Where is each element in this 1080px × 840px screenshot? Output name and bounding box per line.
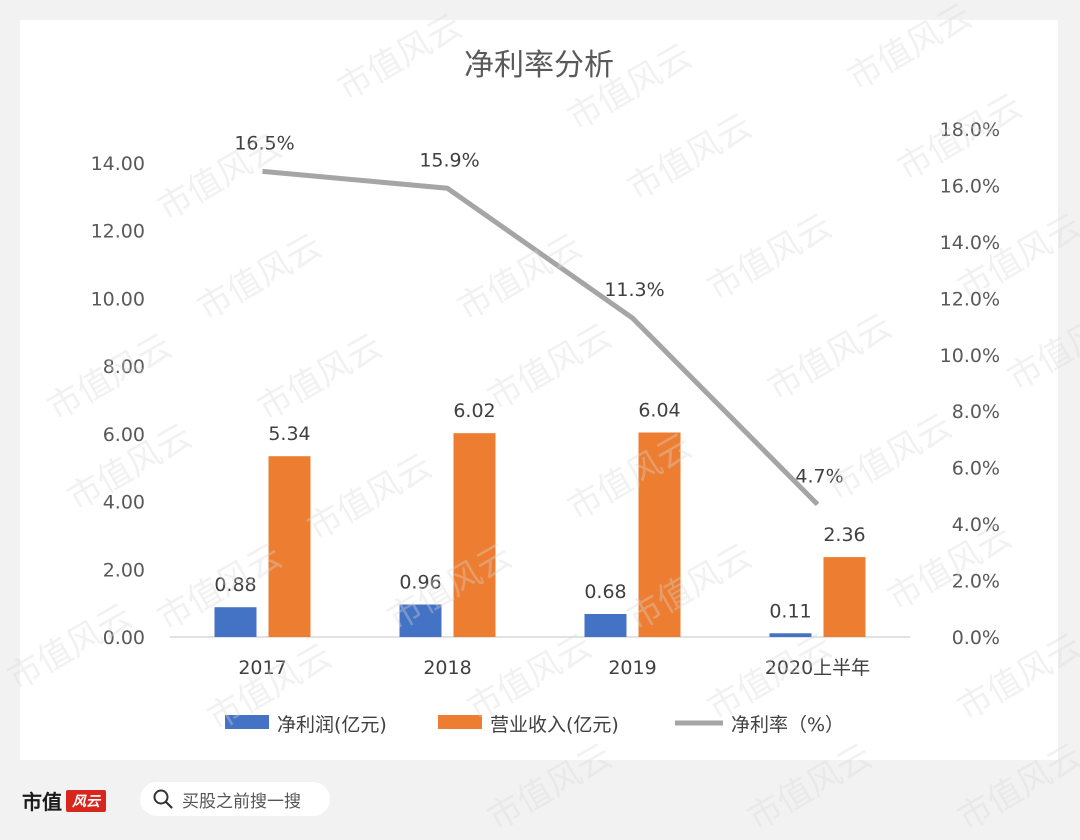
legend-swatch <box>225 715 269 729</box>
y-right-tick-label: 18.0% <box>940 119 1000 141</box>
y-left-tick-label: 2.00 <box>103 559 145 581</box>
line-data-label: 4.7% <box>795 465 843 487</box>
bar-net-profit <box>769 633 812 637</box>
legend-label: 净利润(亿元) <box>277 714 387 736</box>
legend-label: 营业收入(亿元) <box>490 714 619 736</box>
brand-mark: 风云 <box>66 789 106 812</box>
bar-net-profit <box>214 607 257 637</box>
line-data-label: 16.5% <box>234 132 294 154</box>
legend-swatch <box>438 715 482 729</box>
y-left-tick-label: 14.00 <box>91 153 145 175</box>
y-left-tick-label: 10.00 <box>91 288 145 310</box>
bar-revenue <box>453 433 496 637</box>
chart-title: 净利率分析 <box>464 48 614 83</box>
bar-revenue <box>638 432 681 637</box>
y-right-tick-label: 4.0% <box>952 514 1000 536</box>
bar-data-label: 2.36 <box>823 524 865 546</box>
bar-data-label: 0.88 <box>214 574 256 596</box>
bar-revenue <box>268 456 311 637</box>
bar-revenue <box>823 557 866 637</box>
chart-svg: 净利率分析 0.00 2.00 4.00 6.00 8.00 10.00 12.00 14.00… <box>91 48 1000 736</box>
search-bar[interactable]: 买股之前搜一搜 <box>140 782 330 816</box>
x-tick-label: 2018 <box>423 657 471 679</box>
brand-name: 市值 <box>22 790 62 814</box>
x-tick-label: 2017 <box>238 657 286 679</box>
bar-data-label: 6.04 <box>638 400 680 422</box>
y-right-tick-label: 0.0% <box>952 627 1000 649</box>
y-right-tick-label: 8.0% <box>952 401 1000 423</box>
y-right-tick-label: 16.0% <box>940 175 1000 197</box>
y-left-tick-label: 4.00 <box>103 492 145 514</box>
footer: 市值 风云 买股之前搜一搜 <box>0 760 1080 834</box>
y-left-tick-label: 6.00 <box>103 424 145 446</box>
y-right-tick-label: 12.0% <box>940 288 1000 310</box>
chart-card: 净利率分析 0.00 2.00 4.00 6.00 8.00 10.00 12.00 14.00… <box>20 20 1058 760</box>
y-left-tick-label: 8.00 <box>103 356 145 378</box>
brand-logo[interactable]: 市值 风云 <box>22 786 106 815</box>
line-data-label: 11.3% <box>604 279 664 301</box>
bar-data-label: 0.11 <box>769 600 811 622</box>
y-left-tick-label: 12.00 <box>91 221 145 243</box>
search-placeholder: 买股之前搜一搜 <box>182 791 301 812</box>
y-left-tick-label: 0.00 <box>103 627 145 649</box>
line-data-label: 15.9% <box>419 149 479 171</box>
bar-net-profit <box>399 604 442 637</box>
bar-data-label: 0.96 <box>399 571 441 593</box>
bar-net-profit <box>584 613 627 637</box>
y-right-tick-label: 10.0% <box>940 345 1000 367</box>
y-right-tick-label: 2.0% <box>952 571 1000 593</box>
y-right-tick-label: 6.0% <box>952 458 1000 480</box>
bar-data-label: 0.68 <box>584 581 626 603</box>
x-tick-label: 2019 <box>608 657 656 679</box>
net-margin-line <box>262 168 820 507</box>
x-tick-label: 2020上半年 <box>765 657 870 679</box>
search-icon <box>153 789 173 809</box>
y-right-tick-label: 14.0% <box>940 232 1000 254</box>
legend-label: 净利率（%） <box>731 714 844 736</box>
bar-data-label: 6.02 <box>453 400 495 422</box>
bar-data-label: 5.34 <box>268 423 310 445</box>
